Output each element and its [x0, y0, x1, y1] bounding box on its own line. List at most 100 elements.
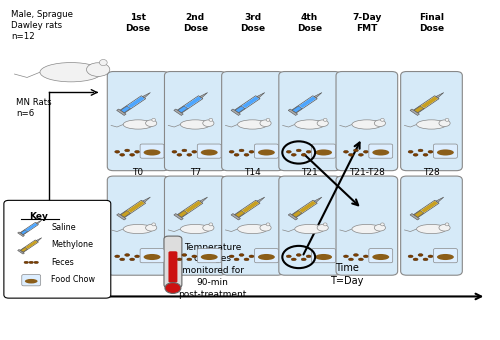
Ellipse shape	[40, 63, 102, 82]
Polygon shape	[116, 214, 126, 220]
Ellipse shape	[408, 150, 413, 153]
Ellipse shape	[266, 223, 270, 226]
Ellipse shape	[134, 150, 140, 153]
FancyBboxPatch shape	[168, 251, 177, 283]
Ellipse shape	[380, 223, 384, 226]
Polygon shape	[314, 92, 322, 98]
FancyBboxPatch shape	[140, 144, 164, 158]
Polygon shape	[200, 197, 207, 202]
Ellipse shape	[187, 258, 192, 261]
Polygon shape	[36, 220, 42, 224]
FancyBboxPatch shape	[164, 71, 226, 171]
FancyBboxPatch shape	[222, 71, 284, 171]
Ellipse shape	[234, 153, 239, 156]
Ellipse shape	[25, 279, 38, 284]
Ellipse shape	[428, 255, 433, 258]
Polygon shape	[299, 97, 316, 108]
Polygon shape	[120, 200, 146, 218]
Ellipse shape	[130, 153, 134, 156]
FancyBboxPatch shape	[254, 144, 278, 158]
Text: T21: T21	[302, 168, 318, 177]
Ellipse shape	[146, 120, 157, 126]
Ellipse shape	[296, 254, 301, 256]
Text: T0: T0	[132, 168, 143, 177]
Ellipse shape	[120, 153, 124, 156]
Ellipse shape	[354, 149, 358, 152]
Polygon shape	[291, 96, 317, 113]
FancyBboxPatch shape	[140, 249, 164, 263]
Polygon shape	[288, 109, 298, 116]
Polygon shape	[231, 214, 240, 220]
Ellipse shape	[348, 153, 354, 156]
Ellipse shape	[209, 223, 212, 226]
Polygon shape	[120, 210, 130, 217]
Text: Key: Key	[29, 212, 48, 221]
Polygon shape	[242, 97, 259, 108]
Polygon shape	[257, 92, 265, 98]
Ellipse shape	[203, 224, 214, 231]
Text: Male, Sprague
Dawley rats
n=12: Male, Sprague Dawley rats n=12	[12, 10, 74, 41]
Polygon shape	[20, 240, 38, 253]
Text: MN Rats
n=6: MN Rats n=6	[16, 98, 52, 118]
FancyBboxPatch shape	[22, 274, 40, 286]
Ellipse shape	[445, 118, 449, 121]
Polygon shape	[257, 197, 265, 202]
Ellipse shape	[115, 255, 119, 258]
Ellipse shape	[358, 258, 364, 261]
Polygon shape	[142, 92, 150, 98]
Ellipse shape	[352, 120, 382, 129]
Ellipse shape	[130, 258, 134, 261]
Ellipse shape	[372, 254, 389, 260]
Ellipse shape	[134, 255, 140, 258]
Ellipse shape	[324, 223, 327, 226]
Ellipse shape	[201, 149, 218, 155]
Ellipse shape	[239, 254, 244, 256]
FancyBboxPatch shape	[336, 71, 398, 171]
Ellipse shape	[413, 258, 418, 261]
Ellipse shape	[187, 153, 192, 156]
Polygon shape	[414, 210, 424, 217]
Ellipse shape	[192, 255, 197, 258]
Ellipse shape	[445, 223, 449, 226]
Polygon shape	[234, 96, 260, 113]
Ellipse shape	[152, 118, 156, 121]
Ellipse shape	[324, 118, 327, 121]
Ellipse shape	[182, 254, 187, 256]
Polygon shape	[120, 96, 146, 113]
Ellipse shape	[301, 153, 306, 156]
Ellipse shape	[348, 258, 354, 261]
Text: 2nd
Dose: 2nd Dose	[182, 13, 208, 33]
FancyBboxPatch shape	[369, 249, 392, 263]
Polygon shape	[174, 109, 184, 116]
Polygon shape	[128, 201, 144, 212]
Ellipse shape	[144, 149, 160, 155]
Ellipse shape	[292, 153, 296, 156]
Ellipse shape	[344, 150, 348, 153]
Ellipse shape	[100, 59, 107, 66]
Polygon shape	[288, 214, 298, 220]
Polygon shape	[26, 240, 38, 249]
Ellipse shape	[124, 149, 130, 152]
Ellipse shape	[124, 254, 130, 256]
Polygon shape	[20, 247, 28, 252]
Ellipse shape	[344, 255, 348, 258]
Polygon shape	[18, 232, 24, 237]
Polygon shape	[242, 201, 259, 212]
Polygon shape	[177, 96, 203, 113]
Ellipse shape	[292, 258, 296, 261]
Text: 4th
Dose: 4th Dose	[297, 13, 322, 33]
FancyBboxPatch shape	[108, 71, 169, 171]
FancyBboxPatch shape	[279, 71, 340, 171]
Polygon shape	[174, 214, 184, 220]
Ellipse shape	[317, 120, 328, 126]
Polygon shape	[177, 200, 203, 218]
Ellipse shape	[301, 258, 306, 261]
FancyBboxPatch shape	[164, 176, 226, 275]
Polygon shape	[410, 214, 420, 220]
Ellipse shape	[364, 150, 368, 153]
Ellipse shape	[238, 224, 268, 234]
FancyBboxPatch shape	[312, 144, 336, 158]
Polygon shape	[292, 106, 302, 113]
Polygon shape	[235, 210, 245, 217]
Polygon shape	[421, 201, 438, 212]
